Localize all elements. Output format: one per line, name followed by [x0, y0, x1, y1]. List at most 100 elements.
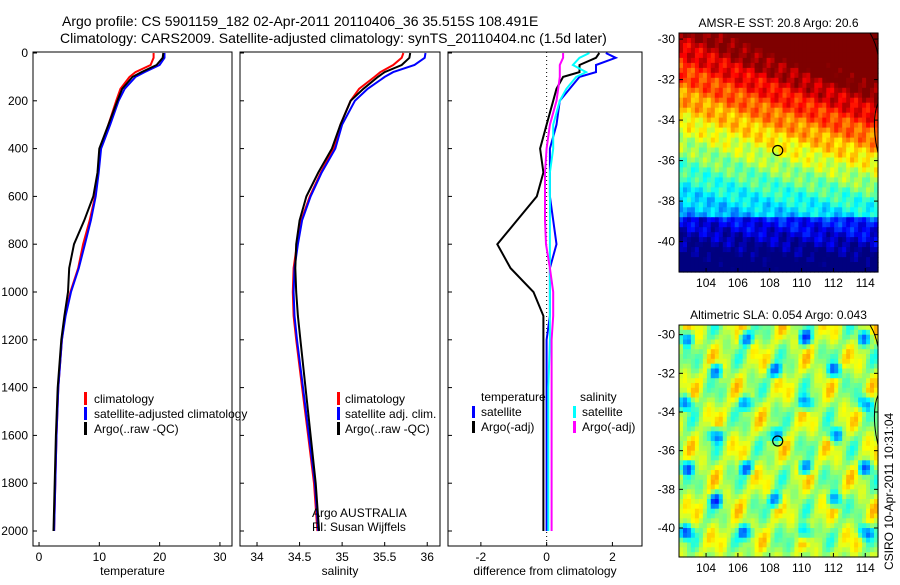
map-cell [758, 470, 764, 476]
map-cell [714, 77, 720, 84]
map-cell [798, 72, 803, 79]
map-cell [770, 431, 776, 437]
map-cell [826, 122, 831, 129]
map-cell [718, 383, 724, 389]
map-cell [690, 344, 696, 350]
map-cell [850, 157, 855, 164]
map-cell [746, 117, 752, 124]
map-cell [790, 344, 795, 350]
map-cell [846, 528, 851, 534]
map-cell [754, 407, 760, 413]
map-cell [706, 262, 712, 268]
map-cell [794, 474, 799, 481]
map-cell [826, 132, 831, 139]
map-cell [802, 421, 807, 428]
map-cell [862, 182, 867, 188]
map-cell [738, 441, 744, 447]
map-cell [802, 445, 807, 452]
map-cell [742, 334, 748, 341]
map-cell [706, 479, 712, 486]
map-cell [714, 450, 720, 457]
map-cell [706, 157, 712, 164]
map-cell [794, 257, 799, 263]
map-cell [690, 137, 696, 144]
map-cell [862, 127, 867, 134]
map-cell [798, 192, 803, 198]
map-cell [790, 237, 795, 243]
map-cell [862, 339, 867, 345]
map-cell [726, 518, 732, 524]
map-cell [822, 202, 827, 208]
map-cell [842, 87, 847, 94]
map-cell [694, 436, 700, 442]
map-cell [826, 349, 831, 355]
map-cell [758, 407, 764, 413]
map-cell [683, 537, 688, 544]
map-cell [722, 157, 728, 164]
map-cell [806, 152, 811, 159]
map-cell [738, 479, 744, 486]
map-cell [862, 489, 867, 495]
map-cell [834, 197, 839, 203]
map-cell [798, 242, 803, 248]
map-cell [806, 387, 811, 394]
map-cell [810, 489, 815, 495]
map-cell [786, 92, 792, 99]
map-cell [834, 152, 839, 159]
series-line-satellite-adj-clim- [292, 52, 427, 532]
map-cell [810, 107, 815, 114]
map-cell [834, 532, 839, 539]
map-cell [683, 192, 688, 198]
map-cell [818, 197, 823, 203]
map-cell [742, 237, 748, 243]
map-cell [710, 499, 716, 505]
map-cell [798, 470, 803, 476]
map-cell [754, 252, 760, 258]
map-cell [858, 62, 863, 69]
map-cell [718, 177, 724, 183]
map-cell [866, 441, 871, 447]
map-cell [683, 334, 688, 341]
map-cell [838, 426, 843, 432]
map-cell [774, 67, 780, 74]
map-cell [698, 157, 704, 164]
map-cell [683, 122, 688, 129]
map-cell [846, 72, 851, 79]
map-cell [790, 257, 795, 263]
map-cell [730, 117, 736, 124]
map-cell [842, 162, 847, 169]
map-cell [794, 72, 799, 79]
map-cell [858, 368, 863, 374]
map-cell [802, 152, 807, 159]
map-cell [802, 484, 807, 490]
map-cell [790, 329, 795, 336]
map-cell [766, 217, 772, 223]
map-cell [794, 378, 799, 384]
map-cell [778, 445, 784, 452]
map-cell [802, 508, 807, 515]
map-cell [838, 262, 843, 268]
map-cell [746, 387, 752, 394]
map-cell [687, 67, 692, 74]
map-cell [854, 132, 859, 139]
map-cell [862, 122, 867, 129]
map-cell [858, 460, 863, 466]
legend-swatch-argo [337, 422, 340, 435]
x-tick-label: 36 [421, 550, 435, 564]
map-cell [858, 232, 863, 238]
map-cell [834, 97, 839, 104]
map-cell [750, 542, 756, 548]
map-cell [714, 222, 720, 228]
map-cell [858, 508, 863, 515]
map-cell [683, 252, 688, 258]
map-cell [846, 470, 851, 476]
map-cell [754, 387, 760, 394]
map-cell [822, 552, 827, 558]
map-cell [826, 373, 831, 379]
map-cell [778, 112, 784, 119]
map-cell [766, 436, 772, 442]
map-cell [862, 528, 867, 534]
map-cell [850, 349, 855, 355]
map-cell [822, 162, 827, 169]
map-cell [718, 441, 724, 447]
